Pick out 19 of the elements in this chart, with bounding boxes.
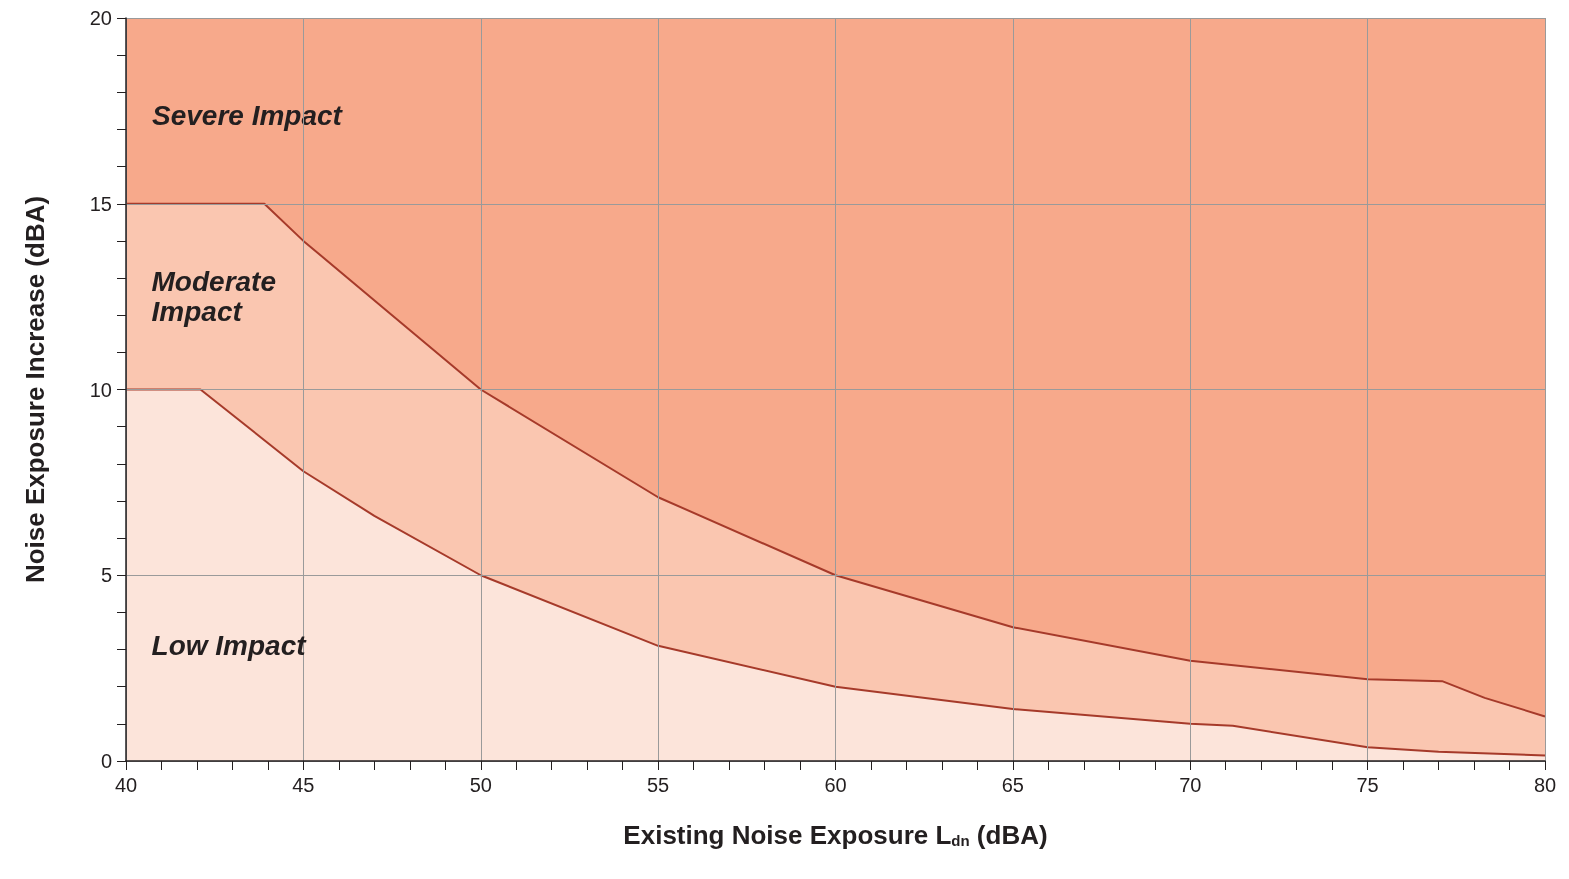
x-tick-label: 60 bbox=[824, 774, 847, 796]
y-tick-label: 20 bbox=[89, 7, 112, 29]
x-tick-label: 40 bbox=[114, 774, 138, 796]
x-tick-label: 70 bbox=[1179, 774, 1202, 796]
x-tick-label: 45 bbox=[292, 774, 315, 796]
series-label: Low Impact bbox=[151, 630, 308, 662]
x-tick-label: 50 bbox=[469, 774, 492, 796]
x-tick-label: 80 bbox=[1533, 774, 1557, 796]
x-tick-label: 75 bbox=[1356, 774, 1379, 796]
y-tick-label: 5 bbox=[100, 564, 112, 587]
series-label: Moderate Impact bbox=[151, 266, 284, 328]
y-tick-label: 0 bbox=[100, 750, 112, 772]
y-tick-label: 15 bbox=[89, 192, 112, 215]
x-tick-label: 55 bbox=[647, 774, 670, 796]
y-axis-title: Noise Exposure Increase (dBA) bbox=[20, 195, 50, 584]
x-tick-label: 65 bbox=[1001, 774, 1024, 796]
y-tick-label: 10 bbox=[89, 378, 112, 401]
x-axis-title: Existing Noise Exposure Ldn (dBA) bbox=[623, 819, 1048, 850]
band-label: Severe Impact bbox=[152, 99, 344, 131]
